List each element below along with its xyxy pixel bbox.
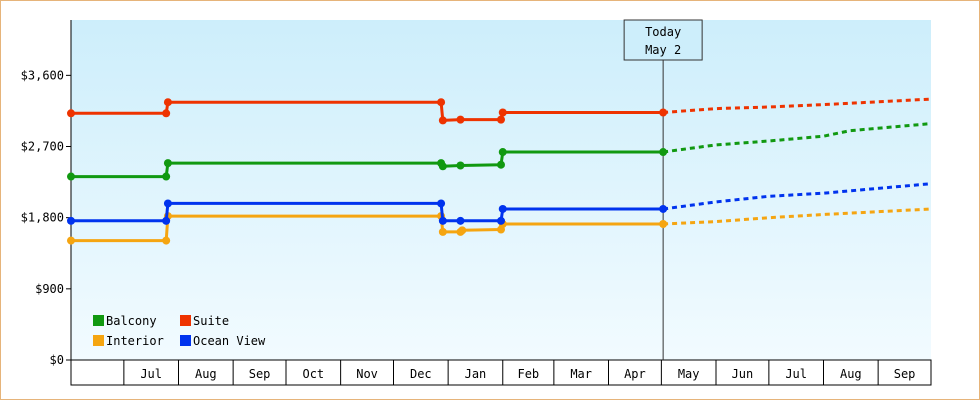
x-tick-label: Sep bbox=[249, 367, 271, 381]
y-tick-label: $1,800 bbox=[21, 211, 64, 225]
data-point-interior bbox=[162, 236, 171, 245]
data-point-ocean-view bbox=[659, 204, 668, 213]
x-tick-label: Feb bbox=[517, 367, 539, 381]
legend-swatch-balcony bbox=[93, 315, 104, 326]
legend-swatch-interior bbox=[93, 335, 104, 346]
legend-label-interior: Interior bbox=[106, 334, 164, 348]
data-point-suite bbox=[437, 98, 446, 107]
data-point-balcony bbox=[67, 172, 75, 181]
x-tick-label: Jun bbox=[732, 367, 754, 381]
x-tick-label: May bbox=[678, 367, 700, 381]
data-point-suite bbox=[497, 115, 505, 124]
x-tick-label: Aug bbox=[840, 367, 862, 381]
data-point-balcony bbox=[163, 159, 172, 168]
legend-swatch-ocean-view bbox=[180, 335, 191, 346]
data-point-suite bbox=[456, 115, 465, 124]
y-tick-label: $2,700 bbox=[21, 140, 64, 154]
data-point-balcony bbox=[438, 162, 447, 171]
data-point-suite bbox=[162, 109, 171, 118]
data-point-balcony bbox=[659, 148, 668, 157]
data-point-interior bbox=[67, 236, 75, 245]
x-tick-label: Mar bbox=[570, 367, 592, 381]
data-point-ocean-view bbox=[497, 216, 505, 225]
x-tick-label: Jul bbox=[785, 367, 807, 381]
x-tick-label: Aug bbox=[195, 367, 217, 381]
data-point-ocean-view bbox=[456, 216, 465, 225]
legend-label-suite: Suite bbox=[193, 314, 229, 328]
data-point-balcony bbox=[456, 161, 465, 170]
data-point-interior bbox=[438, 227, 447, 236]
today-box bbox=[623, 19, 703, 61]
data-point-interior bbox=[458, 226, 467, 235]
data-point-ocean-view bbox=[498, 204, 507, 213]
legend-label-balcony: Balcony bbox=[106, 314, 157, 328]
x-tick-label: Nov bbox=[356, 367, 378, 381]
series-forecast-balcony bbox=[662, 122, 932, 154]
x-tick-label: Oct bbox=[302, 367, 324, 381]
y-tick-label: $900 bbox=[35, 282, 64, 296]
data-point-interior bbox=[659, 220, 668, 228]
y-tick-label: $0 bbox=[50, 353, 64, 367]
today-label: Today bbox=[645, 25, 681, 39]
data-point-ocean-view bbox=[163, 199, 172, 208]
x-tick-label: Dec bbox=[410, 367, 432, 381]
data-point-ocean-view bbox=[67, 216, 75, 225]
x-tick-label: Sep bbox=[894, 367, 916, 381]
data-point-suite bbox=[498, 108, 507, 117]
x-axis-band bbox=[70, 359, 932, 386]
y-tick-label: $3,600 bbox=[21, 68, 64, 82]
x-tick-label: Jan bbox=[465, 367, 487, 381]
legend-label-ocean-view: Ocean View bbox=[193, 334, 266, 348]
data-point-ocean-view bbox=[162, 216, 171, 225]
legend-swatch-suite bbox=[180, 315, 191, 326]
data-point-suite bbox=[67, 109, 75, 118]
data-point-balcony bbox=[497, 160, 505, 169]
x-tick-label: Jul bbox=[140, 367, 162, 381]
data-point-suite bbox=[163, 98, 172, 107]
data-point-suite bbox=[659, 108, 668, 117]
plot-background bbox=[71, 20, 931, 360]
data-point-balcony bbox=[162, 172, 171, 181]
data-point-ocean-view bbox=[437, 199, 446, 208]
x-tick-label: Apr bbox=[624, 367, 646, 381]
data-point-balcony bbox=[498, 148, 507, 157]
data-point-ocean-view bbox=[438, 216, 447, 225]
today-date: May 2 bbox=[645, 43, 681, 57]
data-point-suite bbox=[438, 116, 447, 125]
